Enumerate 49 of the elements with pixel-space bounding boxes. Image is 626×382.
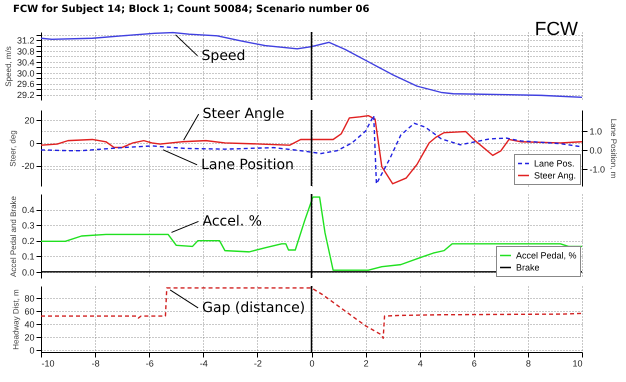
x-tick-label: 0 — [309, 358, 315, 368]
legend-label: Steer Ang. — [534, 170, 576, 180]
y-tick-label: 30.0 — [16, 68, 34, 78]
y-tick-label: 0.3 — [22, 220, 34, 231]
y-tick-label: 31.2 — [16, 36, 34, 46]
annotation: Accel. % — [202, 213, 262, 230]
y-tick-label: 0.4 — [22, 205, 34, 216]
legend-label: Accel Pedal, % — [516, 250, 577, 260]
y-tick-label: 29.2 — [16, 90, 34, 100]
y-tick-label: 30.4 — [16, 57, 34, 68]
y-axis-title: Accel Pedal and Brake — [8, 195, 18, 277]
annotation: Gap (distance) — [202, 300, 306, 316]
x-tick-label: 2 — [364, 358, 369, 368]
y-tick-label: 30.8 — [16, 46, 34, 57]
legend-label: Brake — [516, 262, 540, 272]
y-tick-label: 29.6 — [16, 79, 34, 90]
annotation: Steer Angle — [202, 106, 284, 122]
x-tick-label: -8 — [92, 358, 100, 368]
x-tick-label: 4 — [418, 358, 423, 368]
x-tick-label: -6 — [146, 358, 154, 368]
annotation: FCW — [534, 19, 578, 40]
x-tick-label: 10 — [572, 358, 582, 368]
y2-tick-label: 0.0 — [590, 145, 602, 156]
y-tick-label: 40 — [24, 319, 34, 330]
y-tick-label: 20 — [24, 116, 34, 126]
y2-tick-label: 1.0 — [590, 126, 602, 136]
y-tick-label: 80 — [24, 293, 34, 304]
y2-tick-label: -1.0 — [590, 164, 606, 174]
y-axis-title: Speed, m/s — [4, 46, 13, 87]
x-tick-label: -4 — [200, 358, 208, 368]
chart-title: FCW for Subject 14; Block 1; Count 50084; Scenario number 06 — [13, 4, 370, 15]
y-tick-label: 0.1 — [22, 252, 34, 262]
annotation: Speed — [202, 48, 246, 64]
x-tick-label: -10 — [42, 358, 55, 368]
y-tick-label: 0 — [29, 346, 34, 356]
y-tick-label: 0.0 — [22, 267, 34, 278]
legend-label: Lane Pos. — [534, 158, 575, 168]
annotation: Lane Position — [201, 156, 294, 173]
y-axis-title: Steer, deg — [8, 130, 18, 167]
y-tick-label: 0.2 — [22, 236, 34, 246]
y-tick-label: 60 — [24, 306, 34, 316]
y-tick-label: 0 — [29, 138, 34, 148]
x-tick-label: 6 — [472, 358, 477, 368]
y2-axis-title: Lane Position, m — [609, 118, 618, 179]
y-tick-label: 20 — [24, 332, 34, 342]
y-axis-title: Headway Dist, m — [11, 288, 20, 350]
x-tick-label: -2 — [254, 358, 262, 368]
y-tick-label: -20 — [21, 161, 34, 172]
x-tick-label: 8 — [526, 358, 531, 368]
